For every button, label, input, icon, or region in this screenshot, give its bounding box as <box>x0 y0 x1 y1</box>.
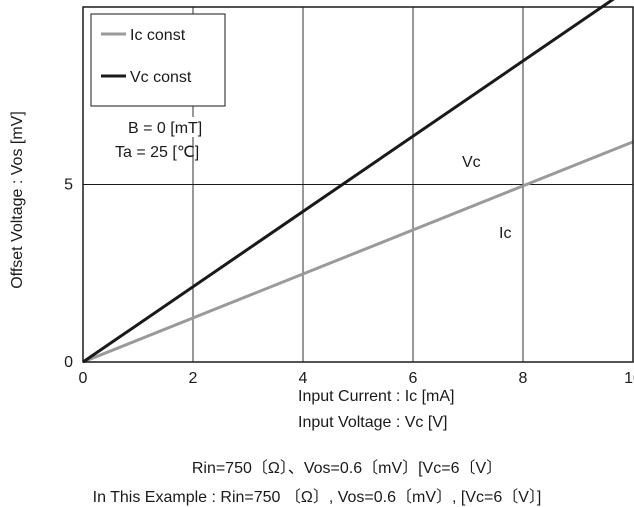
y-tick-labels: 05 <box>64 177 73 372</box>
y-axis-label: Offset Voltage : Vos [mV] <box>9 111 26 289</box>
series-line-ic <box>82 140 634 364</box>
series-lines <box>82 0 634 364</box>
y-tick-label-5: 5 <box>64 177 73 194</box>
legend-label-vc: Vc const <box>130 69 192 86</box>
plot-frame <box>82 6 634 363</box>
series-line-vc <box>82 0 615 364</box>
series-label-ic: Ic <box>499 225 511 242</box>
y-tick-label-0: 0 <box>64 354 73 371</box>
condition-ambient-temp: Ta = 25 [℃] <box>115 144 199 161</box>
grid-lines <box>83 7 633 362</box>
x-tick-label-6: 6 <box>409 370 418 387</box>
legend: Ic const Vc const <box>90 13 226 107</box>
legend-box <box>90 13 226 107</box>
x-tick-label-4: 4 <box>299 370 308 387</box>
x-axis-label-current: Input Current : Ic [mA] <box>298 388 455 405</box>
x-tick-label-2: 2 <box>189 370 198 387</box>
condition-magnetic-field: B = 0 [mT] <box>128 120 202 137</box>
series-label-vc: Vc <box>462 154 481 171</box>
x-tick-label-10: 10 <box>624 370 634 387</box>
x-tick-label-8: 8 <box>519 370 528 387</box>
x-tick-label-0: 0 <box>79 370 88 387</box>
legend-label-ic: Ic const <box>130 27 186 44</box>
condition-label-bg <box>122 117 230 137</box>
conditions: B = 0 [mT] Ta = 25 [℃] <box>115 117 230 161</box>
formula-note: Rin=750〔Ω〕、Vos=0.6〔mV〕[Vc=6〔V〕 <box>191 460 503 477</box>
x-axis-label-voltage: Input Voltage : Vc [V] <box>298 414 447 431</box>
x-tick-labels: 0 2 4 6 8 10 <box>79 370 634 387</box>
example-note: In This Example : Rin=750 〔Ω〕, Vos=0.6〔m… <box>92 489 542 506</box>
